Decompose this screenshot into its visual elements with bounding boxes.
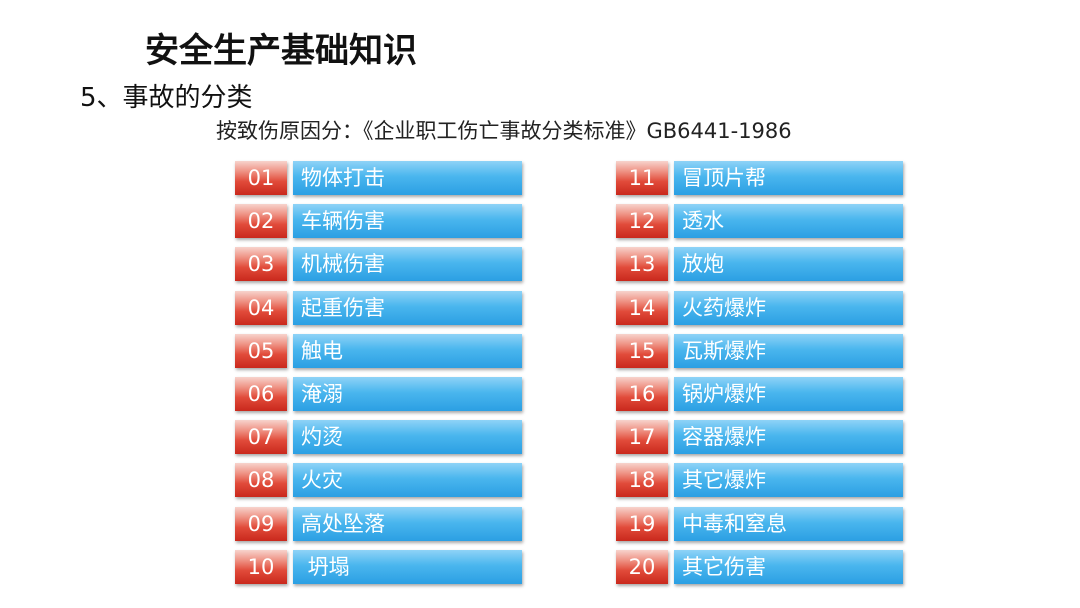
category-number: 08 xyxy=(235,463,287,498)
category-label: 坍塌 xyxy=(293,549,522,584)
category-label: 淹溺 xyxy=(293,376,522,411)
category-label: 高处坠落 xyxy=(293,506,522,541)
category-label: 灼烫 xyxy=(293,420,522,455)
category-label: 触电 xyxy=(293,333,522,368)
category-label: 起重伤害 xyxy=(293,290,522,325)
category-number: 13 xyxy=(616,247,668,282)
category-number: 01 xyxy=(235,161,287,195)
section-heading: 5、事故的分类 xyxy=(80,83,253,113)
category-number: 19 xyxy=(616,506,668,541)
category-label: 锅炉爆炸 xyxy=(674,376,903,411)
category-number: 18 xyxy=(616,463,668,498)
category-number: 12 xyxy=(616,204,668,239)
category-label: 火药爆炸 xyxy=(674,290,903,325)
category-label: 瓦斯爆炸 xyxy=(674,333,903,368)
category-label: 其它伤害 xyxy=(674,549,903,584)
category-number: 16 xyxy=(616,376,668,411)
classification-source: 按致伤原因分：《企业职工伤亡事故分类标准》GB6441-1986 xyxy=(216,119,792,143)
category-label: 物体打击 xyxy=(293,161,522,195)
category-number: 03 xyxy=(235,247,287,282)
category-number: 04 xyxy=(235,290,287,325)
category-number: 11 xyxy=(616,161,668,195)
slide-title: 安全生产基础知识 xyxy=(145,31,417,71)
category-label: 容器爆炸 xyxy=(674,420,903,455)
category-label: 车辆伤害 xyxy=(293,204,522,239)
category-label: 其它爆炸 xyxy=(674,463,903,498)
category-number: 14 xyxy=(616,290,668,325)
category-label: 放炮 xyxy=(674,247,903,282)
category-number: 06 xyxy=(235,376,287,411)
category-number: 10 xyxy=(235,549,287,584)
category-number: 05 xyxy=(235,333,287,368)
category-number: 02 xyxy=(235,204,287,239)
category-number: 20 xyxy=(616,549,668,584)
category-label: 透水 xyxy=(674,204,903,239)
category-label: 火灾 xyxy=(293,463,522,498)
category-label: 中毒和窒息 xyxy=(674,506,903,541)
category-number: 17 xyxy=(616,420,668,455)
category-number: 15 xyxy=(616,333,668,368)
category-label: 冒顶片帮 xyxy=(674,161,903,195)
category-number: 07 xyxy=(235,420,287,455)
category-label: 机械伤害 xyxy=(293,247,522,282)
category-number: 09 xyxy=(235,506,287,541)
